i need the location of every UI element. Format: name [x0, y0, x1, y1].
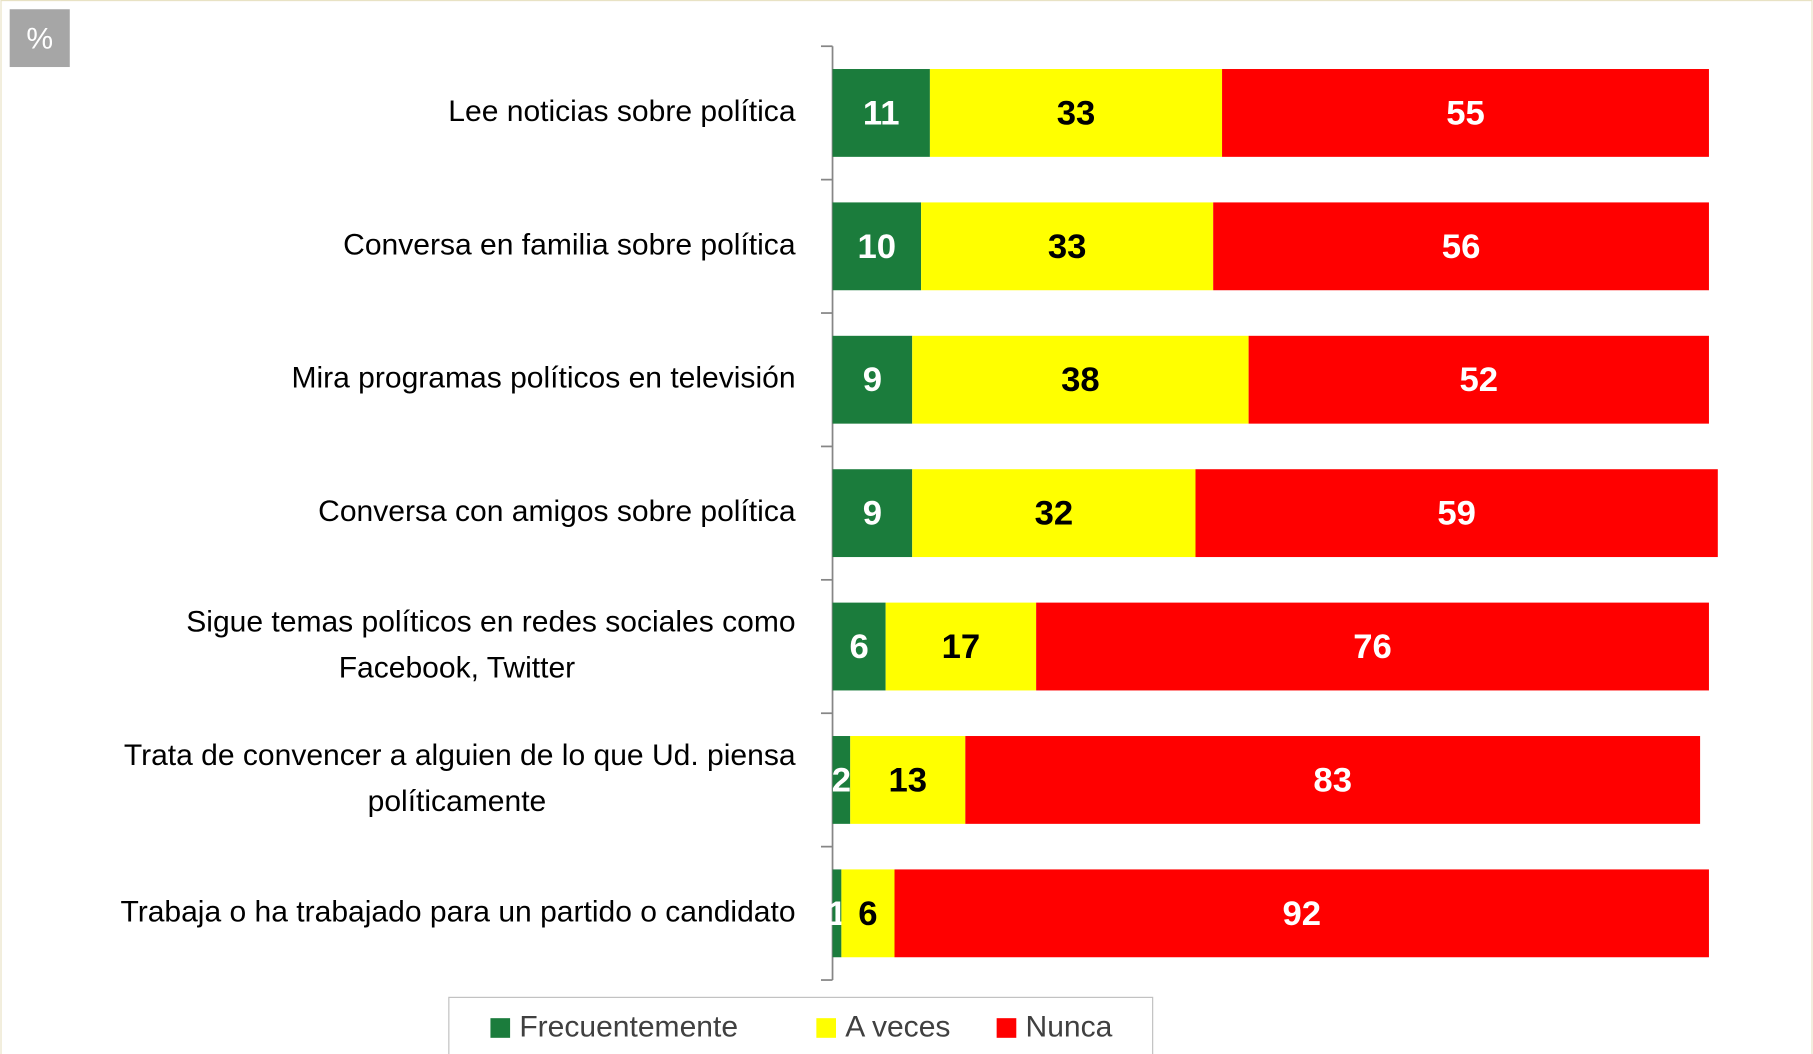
data-label: 33 — [1048, 228, 1087, 266]
data-label: 6 — [849, 628, 868, 666]
data-label: 32 — [1035, 495, 1074, 533]
data-label: 9 — [863, 361, 882, 399]
bar-segment — [912, 469, 1196, 558]
data-label: 6 — [858, 895, 877, 933]
legend-label: Nunca — [1026, 1011, 1113, 1044]
unit-label: % — [26, 22, 53, 55]
category-label: Lee noticias sobre política — [448, 95, 796, 128]
data-label: 13 — [889, 761, 928, 799]
bar-segment — [885, 602, 1037, 691]
bar-segment — [1248, 335, 1709, 424]
bar-segment — [832, 736, 851, 824]
data-label: 92 — [1282, 895, 1321, 933]
category-label: Conversa en familia sobre política — [343, 228, 796, 261]
data-label: 10 — [858, 228, 897, 266]
bar-segment — [1195, 469, 1718, 558]
bar-segment — [1213, 202, 1709, 291]
data-label: 59 — [1437, 495, 1476, 533]
data-label: 52 — [1459, 361, 1498, 399]
legend-swatch — [816, 1018, 837, 1038]
category-label: Mira programas políticos en televisión — [291, 362, 795, 395]
legend-box — [448, 996, 1154, 1054]
bar-segment — [832, 69, 930, 157]
bar-segment — [929, 69, 1223, 157]
data-label: 33 — [1057, 94, 1096, 132]
bar-segment — [832, 335, 913, 424]
bar-segment — [850, 736, 966, 824]
data-label: 2 — [832, 761, 851, 799]
legend-label: Frecuentemente — [519, 1011, 738, 1044]
bar-segment — [894, 869, 1709, 958]
bar-segment — [965, 736, 1701, 824]
legend-swatch — [996, 1018, 1017, 1038]
bar-segment — [832, 469, 913, 558]
data-label: 83 — [1313, 761, 1352, 799]
bar-segment — [832, 202, 922, 291]
bar-segment — [1036, 602, 1709, 691]
data-label: 55 — [1446, 94, 1485, 132]
bar-segment — [912, 335, 1249, 424]
bar-segment — [841, 869, 895, 958]
bar-segment — [832, 602, 886, 691]
category-label: Trata de convencer a alguien de lo que U… — [124, 739, 796, 772]
data-label: 9 — [863, 495, 882, 533]
data-label: 17 — [942, 628, 981, 666]
legend-label: A veces — [845, 1011, 950, 1044]
category-label: Facebook, Twitter — [339, 652, 575, 685]
bar-segment — [921, 202, 1214, 291]
unit-box — [9, 9, 70, 68]
category-label: Conversa con amigos sobre política — [318, 495, 796, 528]
category-label: políticamente — [368, 785, 547, 818]
data-label: 38 — [1061, 361, 1100, 399]
data-label: 76 — [1353, 628, 1392, 666]
data-label: 56 — [1442, 228, 1481, 266]
category-label: Sigue temas políticos en redes sociales … — [186, 605, 795, 638]
legend-swatch — [490, 1018, 511, 1038]
bar-segment — [1222, 69, 1709, 157]
data-label: 11 — [863, 94, 900, 132]
bar-segment — [832, 869, 842, 958]
category-label: Trabaja o ha trabajado para un partido o… — [120, 895, 795, 928]
